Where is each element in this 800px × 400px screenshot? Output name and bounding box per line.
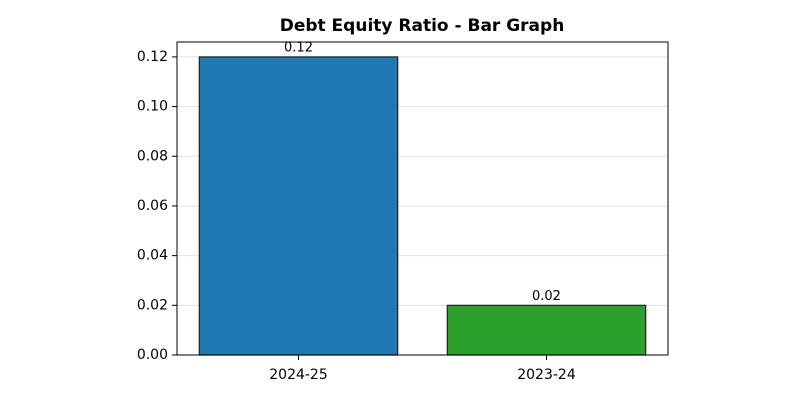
y-tick-label: 0.08 — [137, 148, 168, 164]
y-tick-label: 0.12 — [137, 49, 168, 65]
value-label: 0.02 — [532, 289, 561, 304]
x-tick-label: 2024-25 — [269, 367, 328, 383]
value-label: 0.12 — [284, 40, 313, 55]
plot-frame — [176, 41, 669, 356]
y-tick-label: 0.04 — [137, 248, 168, 264]
bar — [446, 304, 647, 356]
y-tick-label: 0.00 — [137, 347, 168, 363]
x-tick-label: 2023-24 — [517, 367, 576, 383]
chart-title: Debt Equity Ratio - Bar Graph — [280, 16, 565, 36]
y-tick-label: 0.10 — [137, 99, 168, 115]
y-tick-label: 0.02 — [137, 297, 168, 313]
bar — [198, 56, 399, 356]
y-tick-label: 0.06 — [137, 198, 168, 214]
